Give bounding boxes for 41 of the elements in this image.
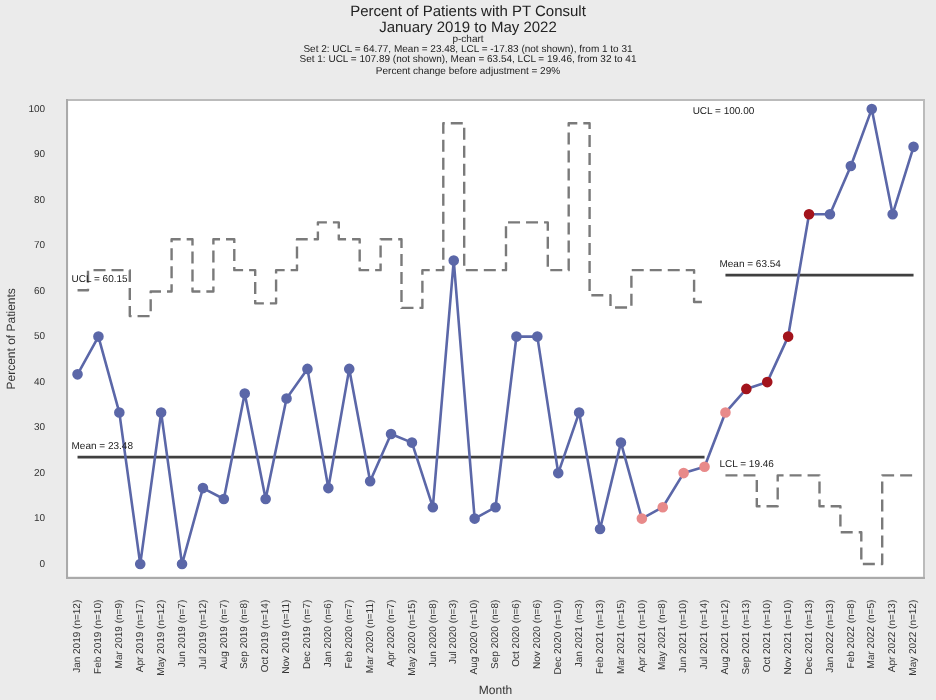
point — [260, 493, 271, 505]
point — [511, 331, 522, 342]
point — [114, 407, 125, 418]
point — [155, 407, 167, 418]
point — [720, 407, 731, 418]
point — [406, 437, 418, 448]
point — [887, 208, 898, 220]
point — [761, 376, 773, 388]
point — [448, 255, 460, 266]
point — [197, 482, 209, 494]
point — [573, 407, 585, 418]
point — [636, 513, 648, 524]
point — [218, 493, 230, 505]
point — [72, 369, 83, 380]
point — [302, 363, 313, 375]
point — [134, 558, 146, 570]
point — [364, 475, 376, 487]
point — [343, 363, 355, 375]
point — [594, 523, 606, 535]
point — [908, 141, 919, 153]
point — [239, 388, 251, 399]
point — [532, 331, 543, 342]
point — [866, 103, 878, 115]
point — [281, 393, 292, 404]
point — [490, 501, 501, 513]
point — [427, 501, 439, 513]
point — [385, 428, 397, 440]
point — [678, 467, 689, 479]
point — [803, 208, 815, 220]
point — [323, 482, 334, 494]
point — [699, 461, 710, 473]
point — [615, 437, 627, 448]
point — [552, 467, 564, 479]
point — [93, 331, 104, 342]
point — [657, 501, 669, 513]
point — [741, 383, 752, 395]
point — [782, 331, 794, 342]
point — [824, 208, 836, 220]
point — [845, 160, 857, 172]
point — [176, 558, 188, 570]
point — [469, 513, 480, 524]
